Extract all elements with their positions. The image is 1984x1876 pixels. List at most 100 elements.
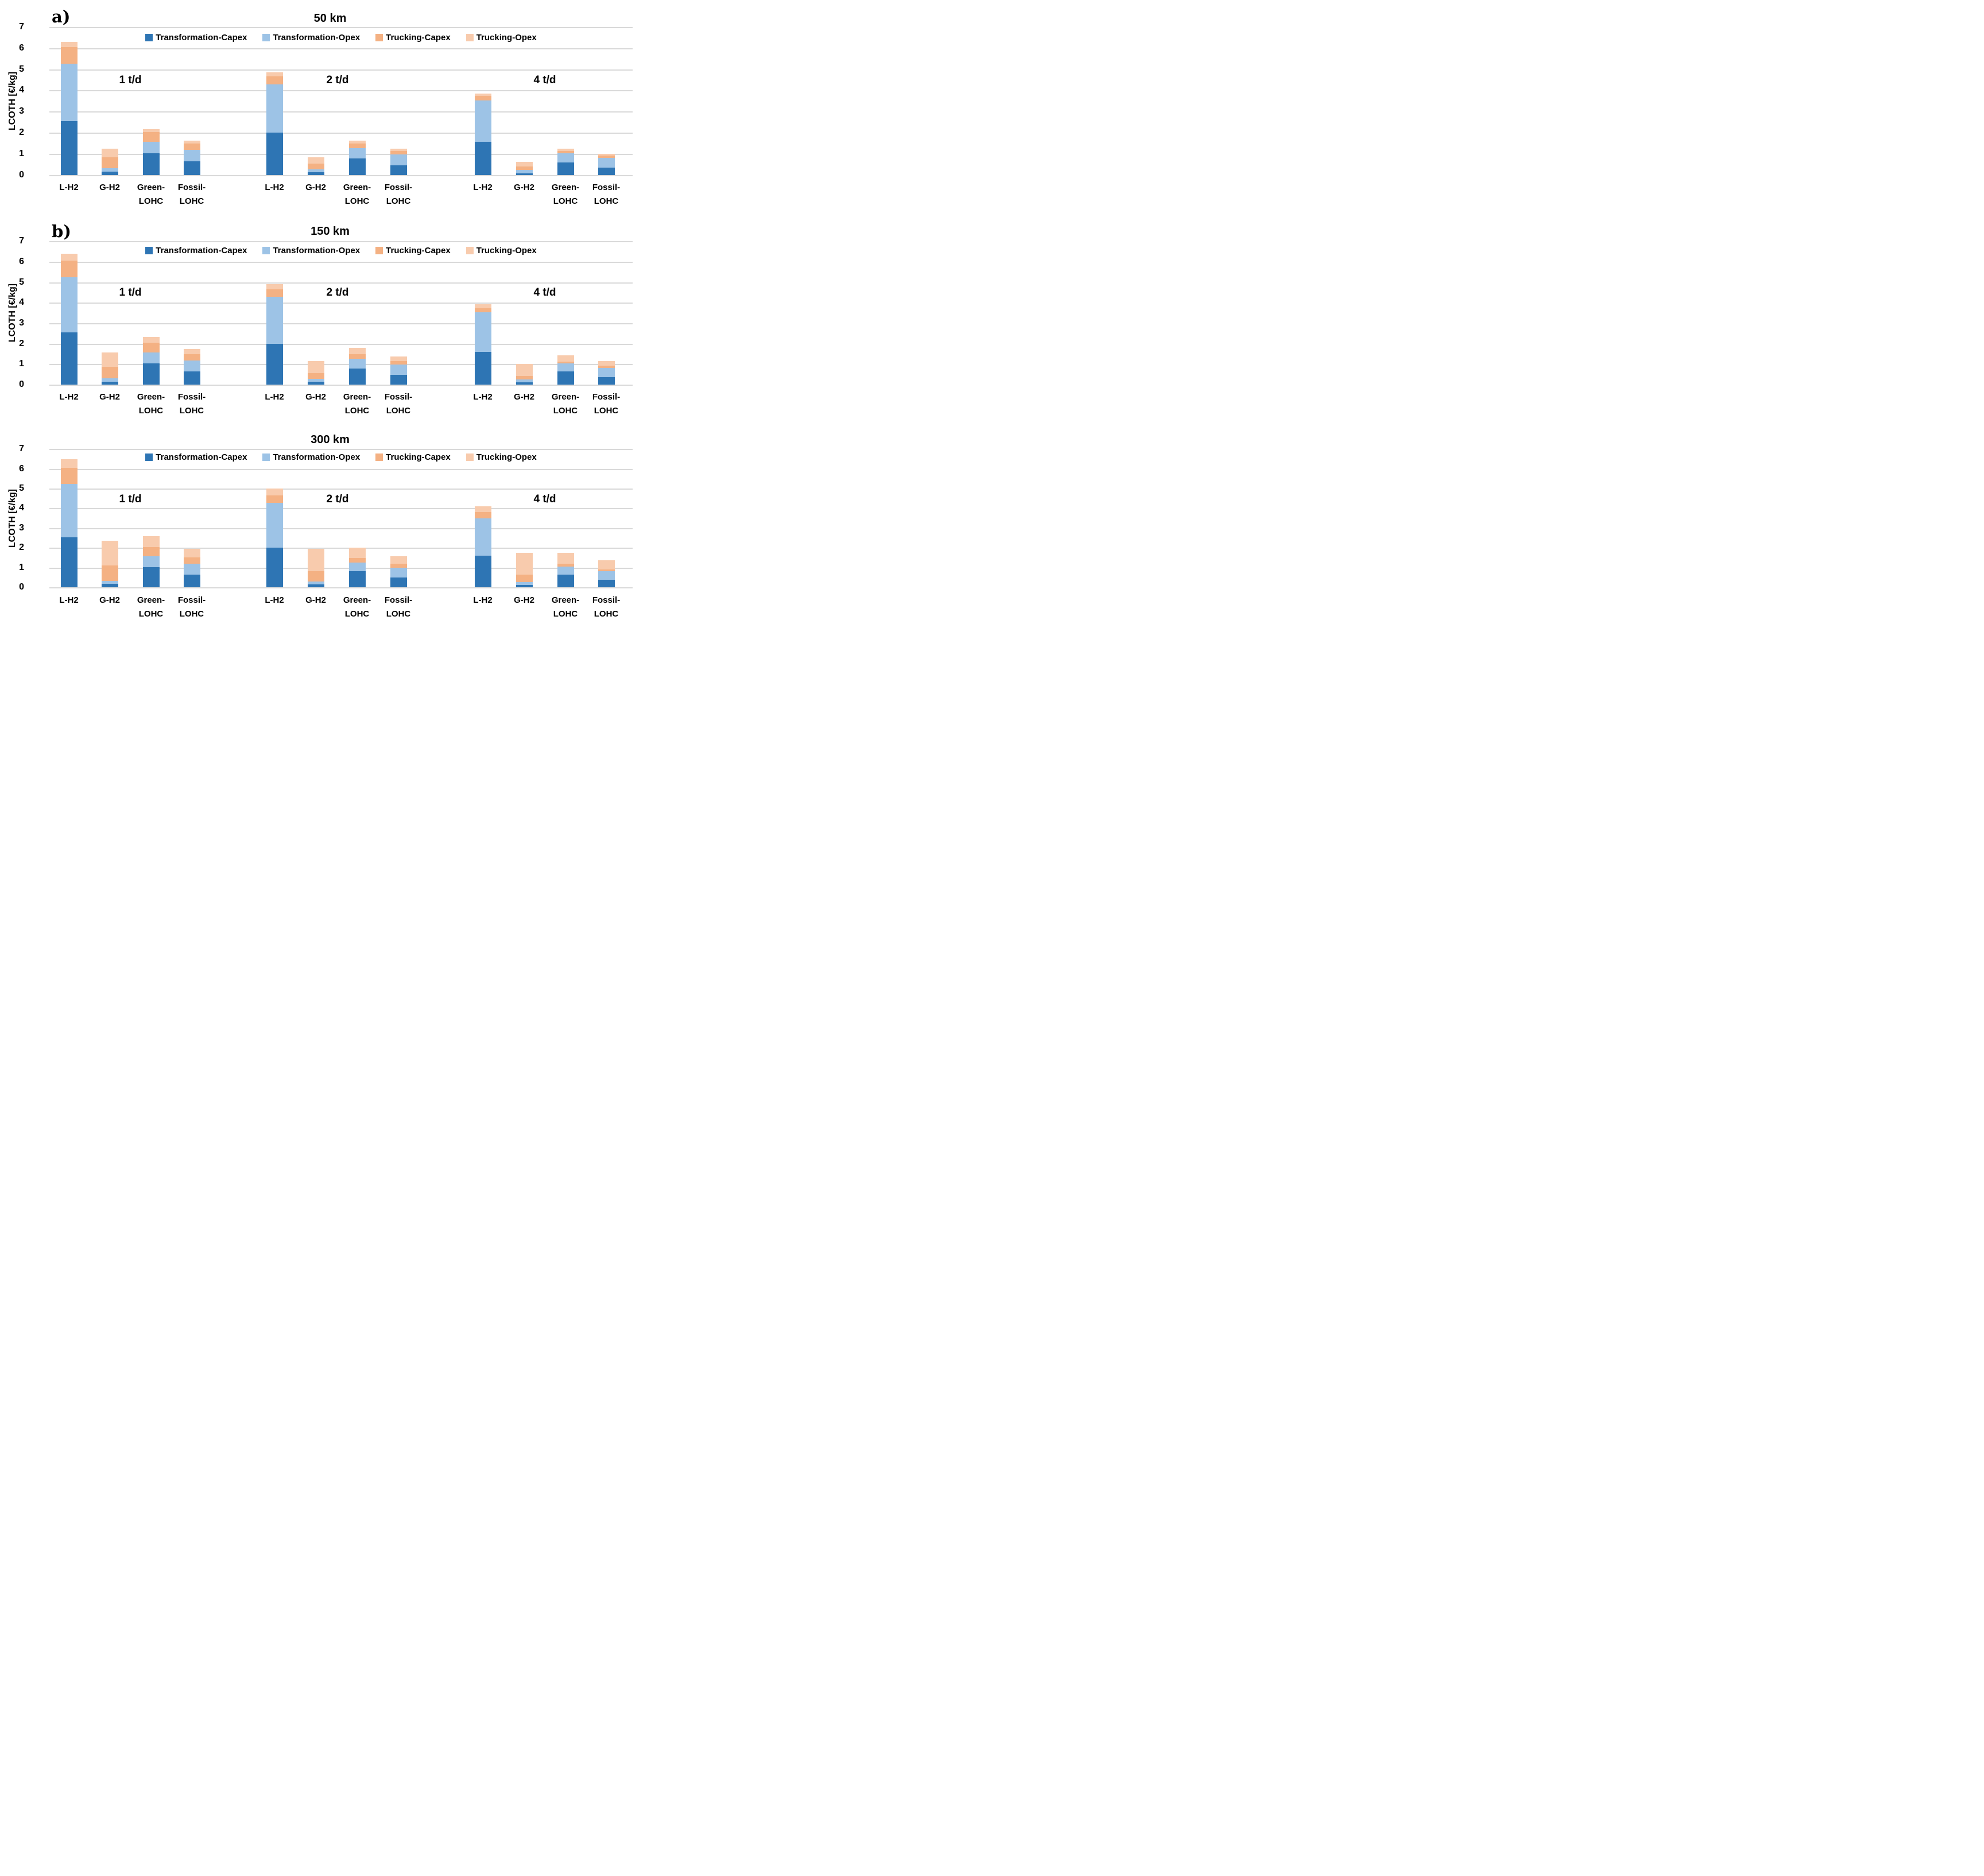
segment-transformation-opex xyxy=(557,567,574,575)
panel-b: b) 150 km LCOTH [€/kg] 0 1 2 3 4 5 6 7 Transform… xyxy=(0,208,661,417)
legend-item-transformation-opex: Transformation-Opex xyxy=(262,33,360,42)
legend-label: Trucking-Opex xyxy=(476,452,537,462)
segment-trucking-capex xyxy=(598,156,615,158)
x-category-label-line: Fossil- xyxy=(592,595,621,605)
segment-transformation-capex xyxy=(475,142,491,175)
segment-transformation-capex xyxy=(598,168,615,175)
segment-trucking-capex xyxy=(184,143,200,150)
segment-trucking-opex xyxy=(557,148,574,152)
legend-swatch-icon xyxy=(145,34,153,41)
bar-fossil-lohc-1-t-d xyxy=(184,141,200,175)
y-tick-label: 2 xyxy=(19,338,24,348)
bar-fossil-lohc-1-t-d xyxy=(184,549,200,587)
y-tick-label: 6 xyxy=(19,463,24,474)
segment-trucking-opex xyxy=(390,148,407,151)
x-category-label: Green- LOHC xyxy=(330,390,385,418)
bar-l-h2-1-t-d xyxy=(61,254,78,385)
x-category-label-line: LOHC xyxy=(138,196,164,206)
segment-transformation-capex xyxy=(390,577,407,587)
segment-trucking-opex xyxy=(390,356,407,361)
segment-trucking-opex xyxy=(598,154,615,156)
segment-trucking-opex xyxy=(598,361,615,366)
gridline xyxy=(49,508,633,510)
gridline xyxy=(49,90,633,92)
x-category-label-line: LOHC xyxy=(386,196,411,206)
y-tick-label: 3 xyxy=(19,106,24,117)
segment-transformation-opex xyxy=(475,312,491,352)
segment-transformation-capex xyxy=(475,556,491,587)
x-category-label-line: L-H2 xyxy=(59,183,79,192)
x-category-label: G-H2 xyxy=(497,390,552,404)
segment-transformation-capex xyxy=(308,584,324,587)
bar-g-h2-1-t-d xyxy=(102,540,118,587)
segment-transformation-opex xyxy=(390,154,407,165)
x-category-label-line: L-H2 xyxy=(265,183,284,192)
bar-g-h2-2-t-d xyxy=(308,157,324,175)
legend-swatch-icon xyxy=(466,247,474,254)
x-category-label: G-H2 xyxy=(82,390,137,404)
x-category-label: Green- LOHC xyxy=(538,594,593,621)
y-tick-label: 7 xyxy=(19,236,24,246)
x-category-label-line: Fossil- xyxy=(384,595,413,605)
segment-trucking-opex xyxy=(102,352,118,367)
y-tick-label: 7 xyxy=(19,21,24,32)
segment-trucking-opex xyxy=(557,355,574,362)
segment-transformation-capex xyxy=(308,172,324,175)
x-category-label-line: Green- xyxy=(137,392,165,402)
gridline xyxy=(49,241,633,243)
y-tick-label: 7 xyxy=(19,444,24,454)
gridline xyxy=(49,468,633,470)
segment-transformation-capex xyxy=(266,132,283,175)
x-category-label-line: LOHC xyxy=(138,406,164,416)
gridline xyxy=(49,26,633,28)
legend-item-transformation-capex: Transformation-Capex xyxy=(145,452,247,462)
segment-transformation-capex xyxy=(61,332,78,385)
y-tick-label: 0 xyxy=(19,379,24,389)
y-tick-label: 4 xyxy=(19,297,24,308)
x-category-label: Fossil- LOHC xyxy=(371,181,426,208)
legend-label: Transformation-Capex xyxy=(156,452,247,462)
segment-trucking-opex xyxy=(266,72,283,76)
segment-trucking-opex xyxy=(143,129,160,133)
segment-transformation-capex xyxy=(184,371,200,385)
legend-swatch-icon xyxy=(466,34,474,41)
x-category-label: G-H2 xyxy=(288,594,343,607)
legend-label: Transformation-Opex xyxy=(273,452,361,462)
legend-label: Transformation-Capex xyxy=(156,33,247,42)
segment-trucking-capex xyxy=(557,361,574,363)
x-category-label: Fossil- LOHC xyxy=(164,390,219,418)
x-category-label-line: L-H2 xyxy=(265,595,284,605)
segment-trucking-opex xyxy=(308,548,324,571)
x-category-label-line: Green- xyxy=(343,595,371,605)
x-category-label-line: LOHC xyxy=(553,406,578,416)
x-category-label-line: G-H2 xyxy=(99,392,120,402)
panel-title: 50 km xyxy=(313,12,347,25)
legend-item-transformation-opex: Transformation-Opex xyxy=(262,246,360,255)
legend-swatch-icon xyxy=(262,247,270,254)
segment-trucking-opex xyxy=(475,304,491,309)
legend-swatch-icon xyxy=(262,34,270,41)
segment-trucking-capex xyxy=(349,557,366,563)
x-category-label: L-H2 xyxy=(455,594,510,607)
legend-swatch-icon xyxy=(145,247,153,254)
x-category-label-line: Green- xyxy=(343,183,371,192)
y-tick-label: 5 xyxy=(19,483,24,493)
segment-transformation-opex xyxy=(390,567,407,578)
segment-transformation-opex xyxy=(598,571,615,580)
segment-transformation-opex xyxy=(184,150,200,161)
segment-trucking-capex xyxy=(557,563,574,567)
x-category-label: G-H2 xyxy=(288,181,343,195)
x-category-label-line: Fossil- xyxy=(592,183,621,192)
x-category-label-line: L-H2 xyxy=(473,183,493,192)
segment-transformation-capex xyxy=(557,371,574,385)
segment-trucking-opex xyxy=(184,141,200,144)
gridline xyxy=(49,154,633,156)
x-category-label: G-H2 xyxy=(82,594,137,607)
bar-l-h2-2-t-d xyxy=(266,489,283,587)
group-label-4-t-d: 4 t/d xyxy=(533,74,556,86)
x-category-label: Green- LOHC xyxy=(123,181,179,208)
segment-transformation-capex xyxy=(143,567,160,587)
segment-transformation-opex xyxy=(143,142,160,153)
segment-transformation-capex xyxy=(349,158,366,175)
segment-transformation-capex xyxy=(557,575,574,587)
